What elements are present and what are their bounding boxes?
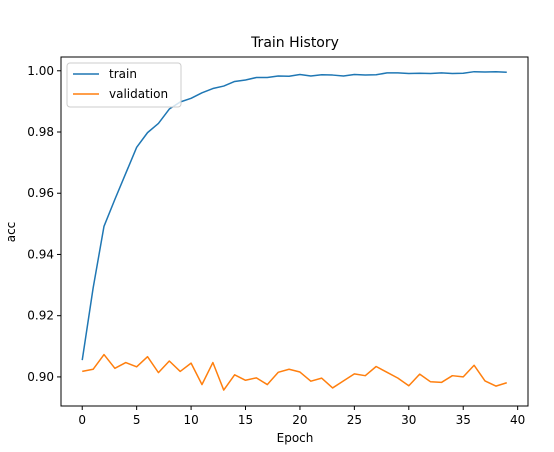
legend-label-validation: validation [109, 87, 168, 101]
y-tick-label: 0.94 [27, 247, 54, 261]
y-tick-label: 0.96 [27, 186, 54, 200]
y-tick-label: 0.90 [27, 370, 54, 384]
series-line-validation [82, 353, 507, 391]
x-tick-label: 25 [347, 413, 362, 427]
y-tick-label: 0.98 [27, 125, 54, 139]
y-tick-label: 0.92 [27, 309, 54, 323]
x-tick-label: 40 [510, 413, 525, 427]
series-line-train [81, 70, 507, 361]
x-tick-label: 0 [78, 413, 86, 427]
chart-title: Train History [250, 35, 339, 51]
x-axis: 0 5 10 15 20 25 30 35 40 [78, 406, 525, 427]
plot-area [81, 70, 507, 391]
y-axis: 0.90 0.92 0.94 0.96 0.98 1.00 [27, 64, 61, 384]
x-tick-label: 10 [183, 413, 198, 427]
legend: train validation [66, 62, 182, 108]
x-axis-label: Epoch [277, 431, 314, 445]
legend-label-train: train [109, 67, 137, 81]
x-tick-label: 20 [292, 413, 307, 427]
x-tick-label: 30 [401, 413, 416, 427]
x-tick-label: 15 [238, 413, 253, 427]
x-tick-label: 35 [456, 413, 471, 427]
x-tick-label: 5 [133, 413, 141, 427]
y-tick-label: 1.00 [27, 64, 54, 78]
axes-frame [60, 56, 529, 407]
y-axis-label: acc [4, 222, 18, 243]
